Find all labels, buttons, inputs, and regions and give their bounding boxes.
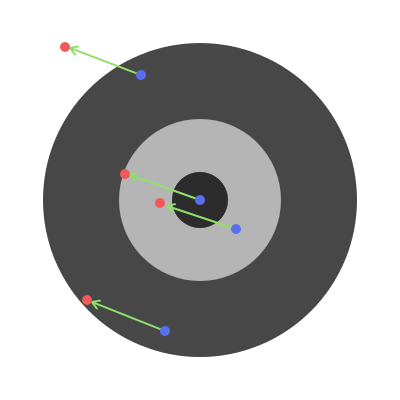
source-point: [136, 70, 146, 80]
source-point: [160, 326, 170, 336]
displacement-arrow: [167, 206, 237, 230]
source-point: [195, 195, 205, 205]
target-point: [155, 198, 165, 208]
source-point: [231, 224, 241, 234]
displacement-arrow: [130, 175, 201, 201]
target-point: [120, 169, 130, 179]
target-point: [82, 295, 92, 305]
displacement-arrow: [70, 48, 142, 76]
target-point: [60, 42, 70, 52]
displacement-arrow: [92, 302, 166, 332]
